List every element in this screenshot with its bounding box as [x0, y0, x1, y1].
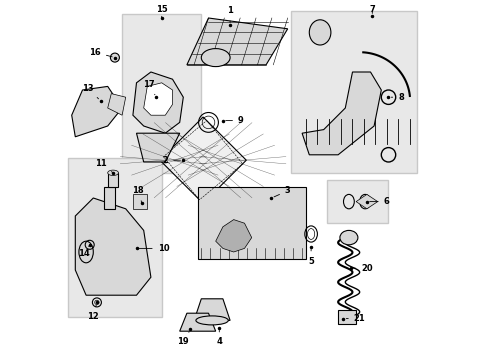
Text: 9: 9 [225, 116, 244, 125]
Polygon shape [186, 18, 287, 65]
Bar [337, 310, 355, 324]
Polygon shape [160, 117, 246, 203]
Polygon shape [104, 187, 115, 209]
Ellipse shape [309, 20, 330, 45]
Polygon shape [302, 72, 381, 155]
Text: 2: 2 [162, 156, 180, 165]
Polygon shape [143, 83, 172, 115]
FancyBboxPatch shape [326, 180, 387, 223]
FancyBboxPatch shape [291, 11, 416, 173]
Text: 17: 17 [143, 80, 155, 95]
Text: 14: 14 [78, 245, 90, 258]
Polygon shape [194, 299, 230, 320]
FancyBboxPatch shape [68, 158, 162, 317]
Text: 20: 20 [353, 264, 372, 273]
FancyBboxPatch shape [197, 187, 305, 259]
Ellipse shape [339, 230, 357, 245]
Ellipse shape [79, 241, 93, 263]
Polygon shape [72, 86, 122, 137]
Text: 19: 19 [177, 332, 189, 346]
Polygon shape [215, 220, 251, 252]
Bar [107, 173, 118, 187]
Text: 3: 3 [273, 186, 290, 197]
Ellipse shape [201, 49, 230, 67]
Text: 1: 1 [227, 6, 233, 22]
Text: 10: 10 [139, 244, 169, 253]
Polygon shape [136, 133, 179, 162]
Text: 16: 16 [89, 48, 112, 57]
Polygon shape [75, 198, 151, 295]
Text: 6: 6 [369, 197, 389, 206]
Polygon shape [355, 194, 377, 209]
Text: 18: 18 [132, 186, 144, 203]
Ellipse shape [110, 53, 119, 62]
Text: 21: 21 [346, 314, 365, 323]
Text: 8: 8 [390, 93, 403, 102]
FancyBboxPatch shape [122, 14, 201, 173]
Text: 15: 15 [156, 5, 167, 18]
Text: 7: 7 [368, 5, 374, 14]
Text: 5: 5 [307, 249, 313, 266]
Ellipse shape [107, 170, 118, 175]
Text: 12: 12 [87, 305, 99, 321]
Text: 4: 4 [216, 330, 222, 346]
Polygon shape [133, 72, 183, 133]
Polygon shape [107, 94, 125, 115]
Polygon shape [179, 313, 215, 331]
Bar [133, 194, 147, 209]
Text: 13: 13 [82, 84, 98, 99]
Text: 11: 11 [95, 159, 113, 173]
Ellipse shape [196, 316, 228, 325]
